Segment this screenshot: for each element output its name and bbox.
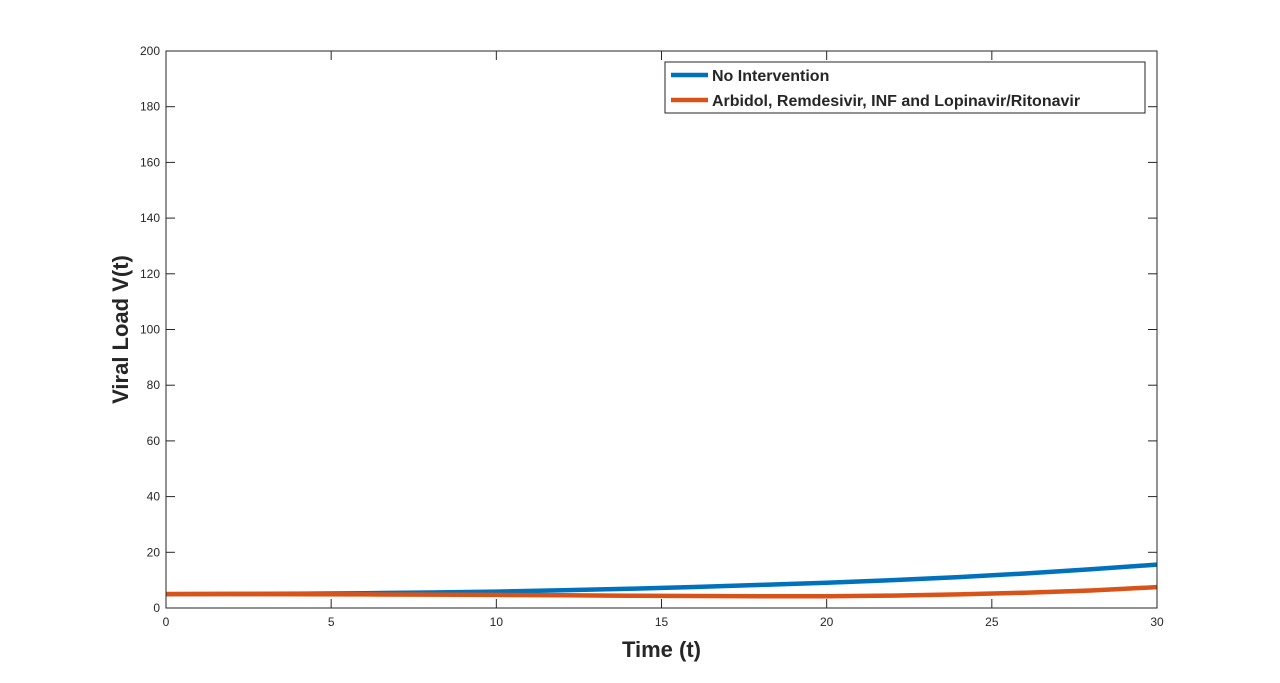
- plot-area: [166, 51, 1157, 608]
- y-tick-label: 180: [140, 100, 160, 114]
- y-tick-label: 140: [140, 211, 160, 225]
- y-tick-label: 160: [140, 155, 160, 169]
- x-tick-label: 20: [820, 615, 834, 629]
- series-line-1: [166, 584, 1158, 599]
- legend-label-no-intervention: No Intervention: [712, 68, 829, 85]
- x-tick-label: 10: [490, 615, 504, 629]
- legend: No Intervention Arbidol, Remdesivir, INF…: [664, 61, 1146, 114]
- y-tick-label: 80: [147, 378, 161, 392]
- y-tick-label: 100: [140, 323, 160, 337]
- x-tick-label: 5: [328, 615, 335, 629]
- x-tick-label: 25: [985, 615, 999, 629]
- y-axis-title: Viral Load V(t): [108, 255, 133, 404]
- y-axis-ticks: 0 20 40 60 80 100 120 140 160 180 200: [140, 44, 1157, 615]
- y-tick-label: 120: [140, 267, 160, 281]
- legend-label-combination-therapy: Arbidol, Remdesivir, INF and Lopinavir/R…: [712, 93, 1080, 110]
- y-tick-label: 20: [147, 545, 161, 559]
- x-tick-label: 30: [1150, 615, 1164, 629]
- x-axis-ticks: 0 5 10 15 20 25 30: [163, 51, 1164, 629]
- legend-box: [664, 61, 1146, 114]
- series-layer: [165, 562, 1158, 599]
- y-tick-label: 60: [147, 434, 161, 448]
- y-tick-label: 40: [147, 490, 161, 504]
- x-axis-title: Time (t): [622, 637, 701, 662]
- y-tick-label: 200: [140, 44, 160, 58]
- y-tick-label: 0: [153, 601, 160, 615]
- x-tick-label: 0: [163, 615, 170, 629]
- x-tick-label: 15: [655, 615, 669, 629]
